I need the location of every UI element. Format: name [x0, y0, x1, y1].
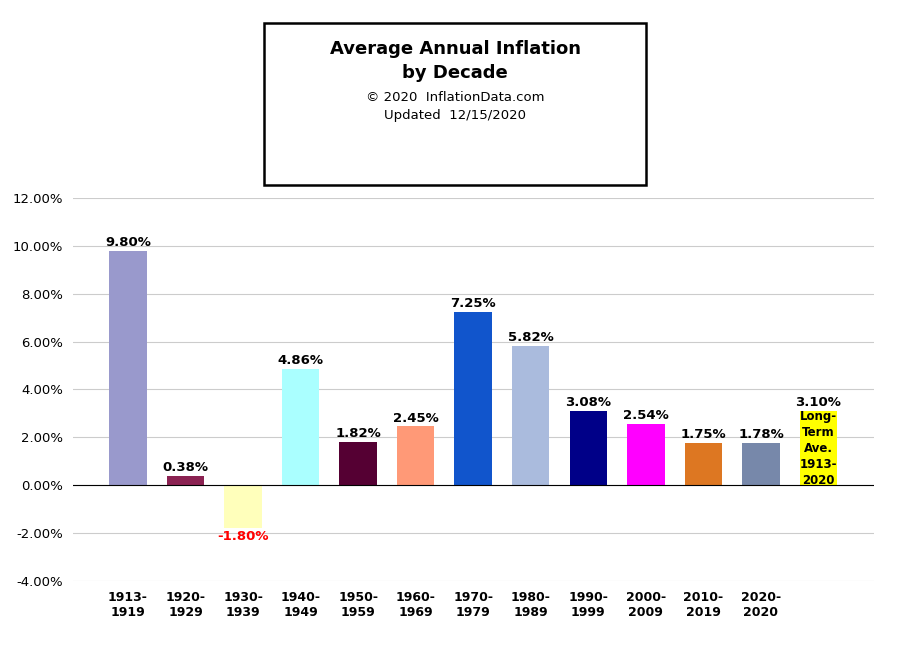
Bar	[167, 476, 204, 485]
Bar	[743, 442, 780, 485]
Bar	[684, 444, 723, 485]
Text: 7.25%: 7.25%	[450, 297, 496, 310]
Text: 1.75%: 1.75%	[681, 428, 726, 442]
Bar	[109, 251, 147, 485]
Text: Average Annual Inflation: Average Annual Inflation	[329, 40, 581, 59]
Bar	[570, 411, 607, 485]
Text: 3.08%: 3.08%	[565, 397, 612, 409]
Text: 1.82%: 1.82%	[335, 426, 381, 440]
Text: 3.10%: 3.10%	[795, 396, 842, 409]
Text: 2.45%: 2.45%	[393, 412, 439, 424]
Text: -1.80%: -1.80%	[217, 530, 268, 543]
Text: Updated  12/15/2020: Updated 12/15/2020	[384, 109, 526, 122]
Bar	[454, 312, 492, 485]
Bar	[339, 442, 377, 485]
Text: 5.82%: 5.82%	[508, 331, 553, 344]
Text: 2.54%: 2.54%	[623, 409, 669, 422]
Text: 1.78%: 1.78%	[738, 428, 784, 441]
Bar	[627, 424, 664, 485]
Bar	[224, 485, 262, 528]
Text: 0.38%: 0.38%	[163, 461, 208, 474]
Text: 4.86%: 4.86%	[278, 354, 324, 367]
Text: Long-
Term
Ave.
1913-
2020: Long- Term Ave. 1913- 2020	[800, 409, 837, 486]
Bar	[397, 426, 434, 485]
Bar	[282, 369, 319, 485]
Text: © 2020  InflationData.com: © 2020 InflationData.com	[366, 91, 544, 104]
Text: 9.80%: 9.80%	[105, 236, 151, 249]
Text: by Decade: by Decade	[402, 63, 508, 82]
Bar	[800, 411, 837, 485]
Bar	[512, 346, 550, 485]
